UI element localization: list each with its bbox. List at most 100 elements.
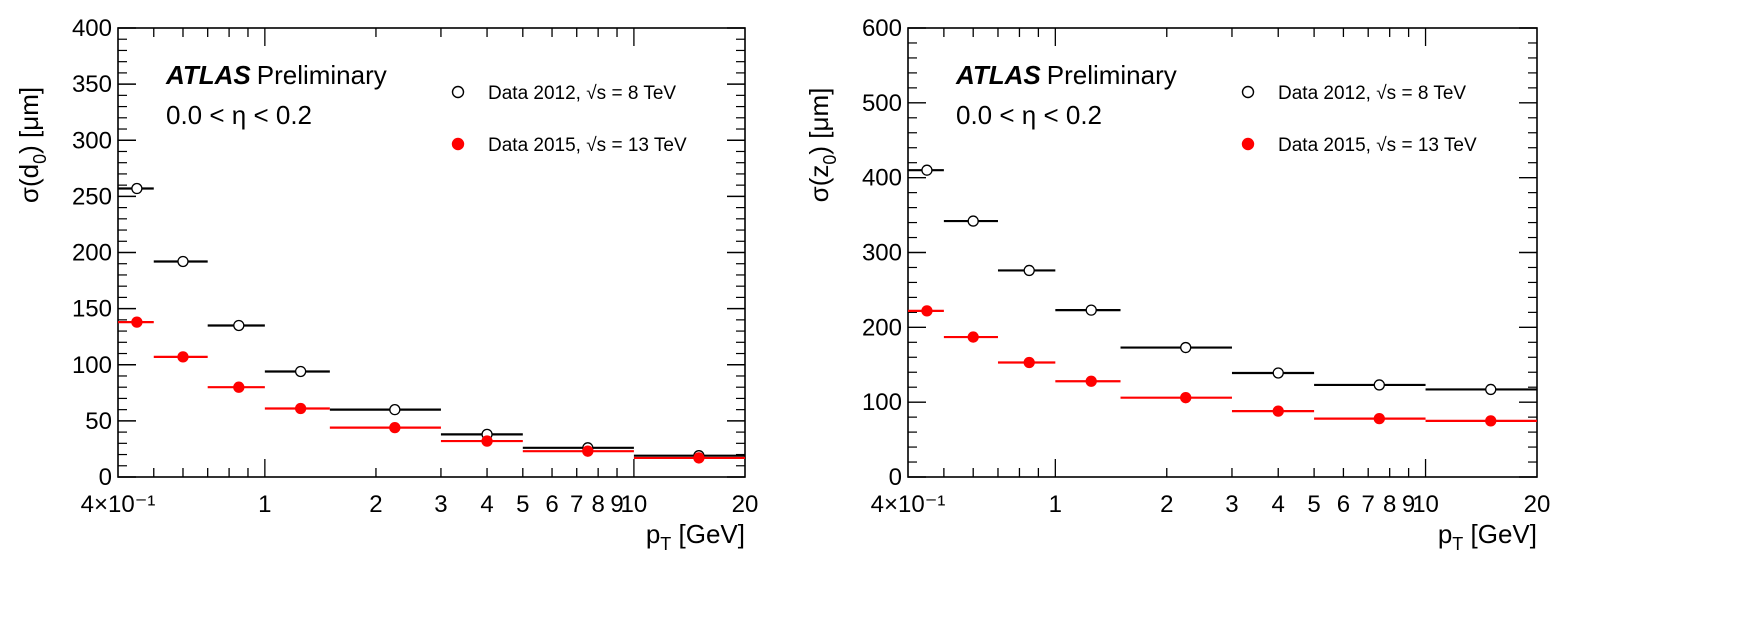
- data-point: [1485, 415, 1497, 427]
- atlas-label: ATLAS Preliminary: [165, 60, 387, 90]
- series-1: [118, 182, 745, 462]
- legend-label: Data 2015, √s = 13 TeV: [488, 135, 687, 156]
- data-point: [921, 305, 933, 317]
- y-tick-label: 350: [72, 71, 112, 98]
- legend-label: Data 2012, √s = 8 TeV: [488, 83, 676, 104]
- atlas-label-bold: ATLAS: [955, 60, 1041, 90]
- x-tick-label: 8: [1383, 491, 1396, 518]
- data-point: [1023, 356, 1035, 369]
- y-axis-label: σ(z0) [μm]: [804, 88, 840, 203]
- x-tick-label: 8: [591, 491, 604, 518]
- data-point: [294, 402, 307, 415]
- data-point: [1373, 412, 1385, 425]
- y-tick-label: 150: [72, 296, 112, 323]
- y-tick-label: 100: [72, 352, 112, 379]
- x-tick-label: 5: [516, 491, 529, 518]
- data-point: [967, 331, 979, 343]
- legend-label: Data 2012, √s = 8 TeV: [1278, 83, 1466, 104]
- legend-marker: [451, 137, 465, 151]
- atlas-label-bold: ATLAS: [165, 60, 251, 90]
- x-axis-label: pT [GeV]: [1438, 519, 1537, 554]
- x-tick-label: 2: [369, 491, 382, 518]
- data-point: [693, 452, 705, 464]
- x-tick-label: 20: [732, 491, 759, 518]
- data-point: [1272, 405, 1284, 417]
- y-axis-label-tail: ) [μm]: [14, 87, 44, 154]
- data-point: [389, 403, 401, 416]
- x-tick-label: 5: [1307, 491, 1320, 518]
- x-tick-label: 4×10⁻¹: [871, 491, 946, 518]
- x-axis-label-tail: [GeV]: [671, 519, 745, 549]
- y-axis-label: σ(d0) [μm]: [14, 87, 50, 203]
- data-point: [294, 365, 307, 378]
- y-tick-label: 100: [862, 389, 902, 416]
- data-point: [1373, 379, 1385, 391]
- y-tick-label: 300: [862, 240, 902, 267]
- y-tick-label: 400: [862, 165, 902, 192]
- y-tick-label: 0: [889, 464, 902, 491]
- y-tick-label: 0: [99, 464, 112, 491]
- atlas-label-sub: Preliminary: [257, 60, 387, 90]
- x-axis-label: pT [GeV]: [646, 519, 745, 554]
- x-tick-label: 6: [545, 491, 558, 518]
- data-point: [389, 421, 401, 434]
- data-point: [131, 182, 143, 195]
- x-tick-label: 20: [1524, 491, 1551, 518]
- data-point: [1085, 304, 1097, 316]
- x-tick-label: 3: [434, 491, 447, 518]
- x-tick-label: 6: [1337, 491, 1350, 518]
- y-tick-label: 50: [85, 408, 112, 435]
- x-tick-label: 7: [1362, 491, 1375, 518]
- x-axis-label-tail: [GeV]: [1463, 519, 1537, 549]
- series-1: [908, 164, 1537, 396]
- atlas-label: ATLAS Preliminary: [955, 60, 1177, 90]
- data-point: [1180, 341, 1192, 354]
- x-axis-label-main: p: [646, 519, 660, 549]
- x-tick-label: 10: [621, 491, 648, 518]
- y-axis-label-main: σ(d: [14, 164, 44, 203]
- data-point: [177, 255, 189, 268]
- data-point: [177, 351, 189, 363]
- x-tick-label: 9: [610, 491, 623, 518]
- y-tick-label: 250: [72, 183, 112, 210]
- y-axis-label-sub: 0: [30, 154, 50, 164]
- data-point: [1272, 367, 1284, 379]
- eta-range-label: 0.0 < η < 0.2: [166, 100, 312, 130]
- data-point: [967, 215, 979, 227]
- x-tick-label: 1: [1049, 491, 1062, 518]
- atlas-label-sub: Preliminary: [1047, 60, 1177, 90]
- y-axis-label-main: σ(z: [804, 165, 834, 203]
- data-point: [1485, 383, 1497, 396]
- data-point: [233, 381, 245, 393]
- data-point: [1085, 375, 1097, 387]
- x-tick-label: 10: [1412, 491, 1439, 518]
- x-tick-label: 2: [1160, 491, 1173, 518]
- y-tick-label: 200: [862, 314, 902, 341]
- eta-range-label: 0.0 < η < 0.2: [956, 100, 1102, 130]
- series-2: [908, 305, 1537, 427]
- y-axis-label-sub: 0: [820, 155, 840, 165]
- data-point: [131, 316, 143, 328]
- data-point: [921, 164, 933, 176]
- y-tick-label: 300: [72, 127, 112, 154]
- x-axis-label-main: p: [1438, 519, 1452, 549]
- legend-label: Data 2015, √s = 13 TeV: [1278, 135, 1477, 156]
- x-axis-label-sub: T: [1452, 534, 1463, 554]
- y-tick-label: 500: [862, 90, 902, 117]
- legend-marker: [451, 85, 465, 99]
- data-point: [481, 435, 493, 447]
- x-tick-label: 3: [1225, 491, 1238, 518]
- y-axis-label-tail: ) [μm]: [804, 88, 834, 155]
- y-tick-label: 200: [72, 240, 112, 267]
- x-tick-label: 4×10⁻¹: [81, 491, 156, 518]
- x-axis-label-sub: T: [660, 534, 671, 554]
- x-tick-label: 1: [258, 491, 271, 518]
- data-point: [1023, 264, 1035, 277]
- data-point: [582, 445, 594, 457]
- x-tick-label: 7: [570, 491, 583, 518]
- data-point: [1180, 392, 1192, 404]
- x-tick-label: 9: [1402, 491, 1415, 518]
